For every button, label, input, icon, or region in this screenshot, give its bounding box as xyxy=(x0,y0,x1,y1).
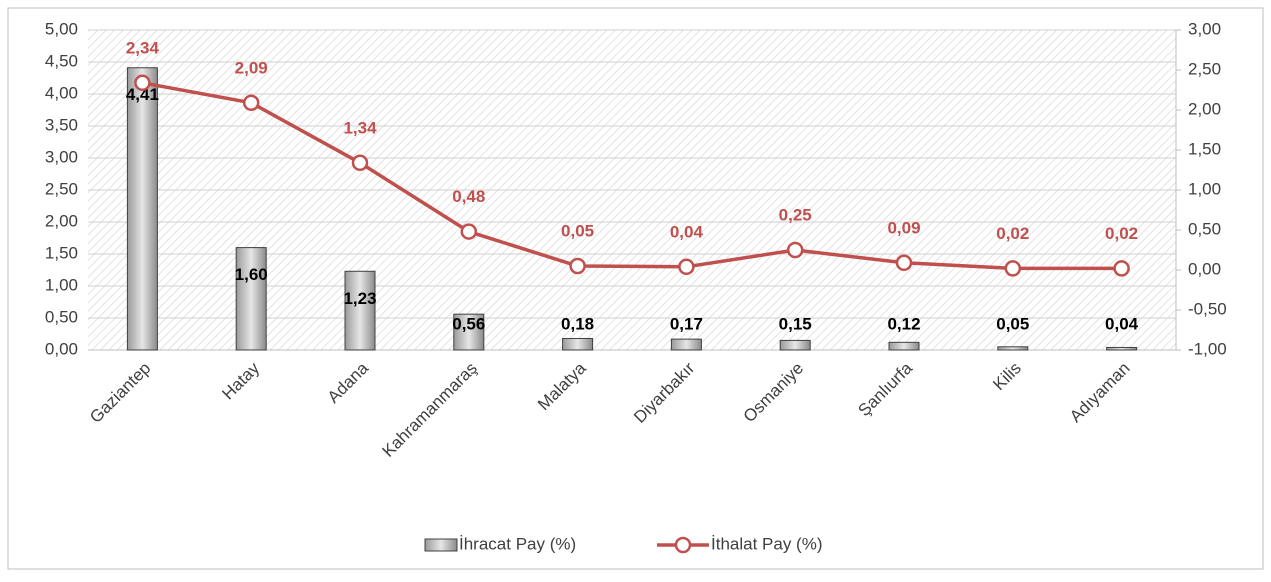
line-marker xyxy=(1113,260,1130,277)
y-tick-label: 5,00 xyxy=(45,19,78,38)
bar xyxy=(997,346,1029,351)
line-marker xyxy=(678,258,695,276)
y-tick-label: 3,50 xyxy=(45,115,78,134)
bar-label: 4,41 xyxy=(126,85,159,104)
bar-label: 0,15 xyxy=(779,314,812,333)
y2-tick-label: 3,00 xyxy=(1188,19,1221,38)
bar-label: 0,56 xyxy=(452,314,485,333)
line-label: 0,25 xyxy=(779,205,812,224)
line-label: 2,09 xyxy=(235,58,268,77)
bar-label: 0,18 xyxy=(561,314,594,333)
y-tick-label: 4,00 xyxy=(45,83,78,102)
line-label: 0,02 xyxy=(1105,224,1138,243)
y-tick-label: 4,50 xyxy=(45,51,78,70)
y2-tick-label: 2,00 xyxy=(1188,99,1221,118)
y-tick-label: 2,00 xyxy=(45,211,78,230)
line-marker xyxy=(351,154,369,172)
line xyxy=(142,81,1122,271)
line-marker xyxy=(1004,260,1022,277)
y-tick-label: 1,00 xyxy=(45,275,78,294)
y2-tick-label: 0,50 xyxy=(1188,219,1221,238)
bar xyxy=(1106,346,1138,351)
bar xyxy=(670,338,702,351)
line-label: 0,04 xyxy=(670,222,704,241)
line-marker xyxy=(460,223,478,240)
bar xyxy=(235,247,267,351)
bar xyxy=(779,339,811,351)
bar-label: 0,05 xyxy=(996,314,1029,333)
line-label: 0,09 xyxy=(887,218,920,237)
y2-tick-label: -1,00 xyxy=(1188,339,1227,358)
line-label: 0,05 xyxy=(561,221,594,240)
y2-tick-label: 2,50 xyxy=(1188,59,1221,78)
bar-label: 0,17 xyxy=(670,314,703,333)
y-tick-label: 0,00 xyxy=(45,339,78,358)
line-label: 0,02 xyxy=(996,224,1029,243)
y2-tick-label: 1,00 xyxy=(1188,179,1221,198)
legend-label: İhracat Pay (%) xyxy=(459,534,576,553)
line-marker xyxy=(569,257,586,275)
bar-label: 1,60 xyxy=(235,265,268,284)
line-marker xyxy=(134,74,151,92)
line-marker xyxy=(895,254,913,272)
y2-tick-label: -0,50 xyxy=(1188,299,1227,318)
y-tick-label: 0,50 xyxy=(45,307,78,326)
bar xyxy=(888,341,920,351)
y2-tick-label: 0,00 xyxy=(1188,259,1221,278)
line-label: 2,34 xyxy=(126,38,160,57)
bar-label: 1,23 xyxy=(343,289,376,308)
y-tick-label: 2,50 xyxy=(45,179,78,198)
bar xyxy=(344,270,376,351)
line-marker xyxy=(786,241,804,259)
y2-tick-label: 1,50 xyxy=(1188,139,1221,158)
bar-label: 0,12 xyxy=(887,314,920,333)
y-tick-label: 3,00 xyxy=(45,147,78,166)
line-label: 1,34 xyxy=(343,118,377,137)
legend-marker xyxy=(674,536,692,554)
bar xyxy=(453,313,485,351)
legend-label: İthalat Pay (%) xyxy=(711,534,823,553)
y-tick-label: 1,50 xyxy=(45,243,78,262)
bar-label: 0,04 xyxy=(1105,314,1139,333)
bar xyxy=(126,67,158,351)
legend-swatch xyxy=(424,538,458,552)
bar xyxy=(562,337,594,351)
line-marker xyxy=(242,94,260,112)
line-label: 0,48 xyxy=(452,187,485,206)
